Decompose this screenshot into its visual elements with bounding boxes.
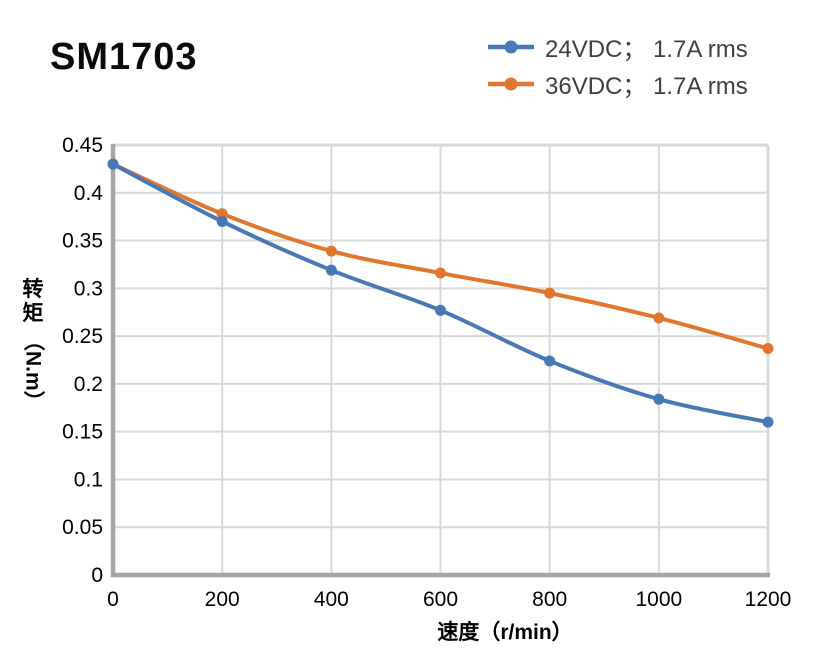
data-point-marker xyxy=(216,208,228,220)
y-tick-label: 0.15 xyxy=(62,421,103,444)
data-point-marker xyxy=(544,355,556,367)
legend-line-marker-icon xyxy=(488,40,534,53)
x-axis-title: 速度（r/min） xyxy=(437,620,572,644)
legend-item-24vdc: 24VDC； 1.7A rms xyxy=(488,28,748,65)
series-24vdc xyxy=(107,158,774,428)
x-tick-label: 1000 xyxy=(635,588,682,611)
y-axis-title: 转矩 （N.m） xyxy=(22,277,46,412)
axis-titles: 速度（r/min） 转矩 （N.m） xyxy=(22,277,573,644)
y-tick-label: 0.35 xyxy=(62,230,103,253)
data-point-marker xyxy=(762,343,774,355)
data-point-marker xyxy=(544,287,556,299)
x-tick-label: 800 xyxy=(532,588,567,611)
svg-text:矩: 矩 xyxy=(23,301,44,325)
x-tick-label: 400 xyxy=(314,588,349,611)
x-tick-label: 200 xyxy=(205,588,240,611)
legend-line-marker-icon xyxy=(488,77,534,90)
y-tick-label: 0.05 xyxy=(62,516,103,539)
chart-title: SM1703 xyxy=(50,36,198,78)
data-point-marker xyxy=(325,245,337,257)
data-point-marker xyxy=(216,215,228,227)
x-tick-label: 600 xyxy=(423,588,458,611)
tick-labels: 0 0.05 0.1 0.15 0.2 0.25 0.3 0.35 0.4 0.45 0 200 400… xyxy=(62,134,791,611)
x-tick-label: 0 xyxy=(107,588,119,611)
legend-label-36vdc: 36VDC； 1.7A rms xyxy=(545,73,748,100)
y-tick-label: 0.2 xyxy=(74,373,103,396)
data-point-marker xyxy=(653,312,665,324)
series-36vdc xyxy=(107,158,774,355)
x-tick-label: 1200 xyxy=(745,588,792,611)
y-tick-label: 0 xyxy=(91,564,103,587)
data-point-marker xyxy=(435,267,446,279)
y-tick-label: 0.25 xyxy=(62,325,103,348)
axes xyxy=(110,144,770,578)
svg-text:（N.m）: （N.m） xyxy=(22,330,46,412)
y-tick-label: 0.45 xyxy=(62,134,103,157)
legend: 24VDC； 1.7A rms 36VDC； 1.7A rms xyxy=(488,28,748,102)
data-point-marker xyxy=(435,304,446,316)
data-point-marker xyxy=(762,416,774,428)
plot-frame xyxy=(113,143,770,575)
y-tick-label: 0.4 xyxy=(74,182,104,205)
data-point-marker xyxy=(107,158,119,170)
legend-label-24vdc: 24VDC； 1.7A rms xyxy=(545,36,748,63)
legend-item-36vdc: 36VDC； 1.7A rms xyxy=(488,65,748,102)
data-point-marker xyxy=(325,264,337,276)
y-tick-label: 0.1 xyxy=(74,468,103,491)
y-tick-label: 0.3 xyxy=(74,277,103,300)
svg-text:转: 转 xyxy=(23,277,44,301)
data-point-marker xyxy=(653,393,665,405)
